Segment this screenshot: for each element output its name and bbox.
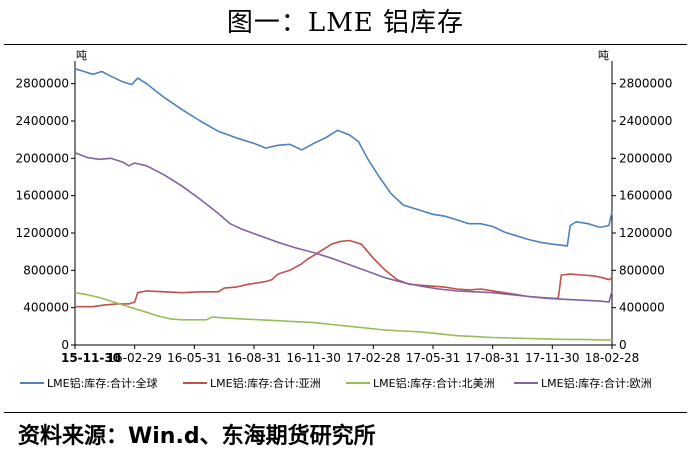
legend-label-1: LME铝:库存:合计:全球 [47, 376, 158, 390]
source-note: 资料来源：Win.d、东海期货研究所 [18, 424, 376, 449]
left-unit-label: 吨 [76, 49, 87, 62]
x-tick-label: 17-08-31 [465, 351, 519, 365]
x-tick-label: 17-11-30 [525, 351, 579, 365]
x-tick-label: 16-08-31 [227, 351, 281, 365]
right-y-tick-label: 1600000 [619, 189, 672, 203]
right-y-tick-label: 2000000 [619, 151, 672, 165]
right-y-tick-label: 400000 [619, 301, 665, 315]
source-divider [4, 412, 687, 413]
right-y-tick-label: 800000 [619, 263, 665, 277]
legend-label-2: LME铝:库存:合计:亚洲 [210, 376, 321, 390]
left-y-tick-label: 1600000 [16, 189, 69, 203]
right-y-tick-label: 0 [619, 338, 627, 352]
left-y-tick-label: 800000 [23, 263, 69, 277]
x-tick-label: 16-02-29 [107, 351, 161, 365]
left-y-tick-label: 2800000 [16, 77, 69, 91]
legend-label-4: LME铝:库存:合计:欧洲 [541, 376, 652, 390]
chart-title: 图一：LME 铝库存 [226, 8, 465, 38]
right-y-tick-label: 2800000 [619, 77, 672, 91]
left-y-tick-label: 1200000 [16, 226, 69, 240]
series-line-3 [74, 291, 612, 341]
right-unit-label: 吨 [598, 49, 609, 62]
x-tick-label: 16-11-30 [286, 351, 340, 365]
legend-label-3: LME铝:库存:合计:北美洲 [373, 376, 495, 390]
series-layer [74, 67, 613, 341]
x-tick-label: 16-05-31 [167, 351, 221, 365]
right-y-tick-label: 1200000 [619, 226, 672, 240]
right-y-tick-label: 2400000 [619, 114, 672, 128]
lme-aluminum-inventory-chart: 吨 吨 0 0 400000 400000 800000 800000 1200000 12000… [16, 49, 673, 390]
x-tick-label: 15-11-30 [61, 351, 121, 365]
left-y-tick-label: 0 [61, 338, 69, 352]
title-divider [4, 44, 687, 45]
series-line-4 [74, 151, 613, 303]
chart-axes: 吨 吨 0 0 400000 400000 800000 800000 1200000 12000… [16, 49, 673, 365]
left-y-tick-label: 2000000 [16, 151, 69, 165]
x-tick-label: 17-02-28 [346, 351, 400, 365]
series-line-1 [74, 67, 613, 247]
chart-legend: LME铝:库存:合计:全球 LME铝:库存:合计:亚洲 LME铝:库存:合计:北美洲… [20, 376, 652, 390]
left-y-tick-label: 2400000 [16, 114, 69, 128]
x-tick-label: 17-05-31 [406, 351, 460, 365]
x-tick-label: 18-02-28 [585, 351, 639, 365]
left-y-tick-label: 400000 [23, 301, 69, 315]
